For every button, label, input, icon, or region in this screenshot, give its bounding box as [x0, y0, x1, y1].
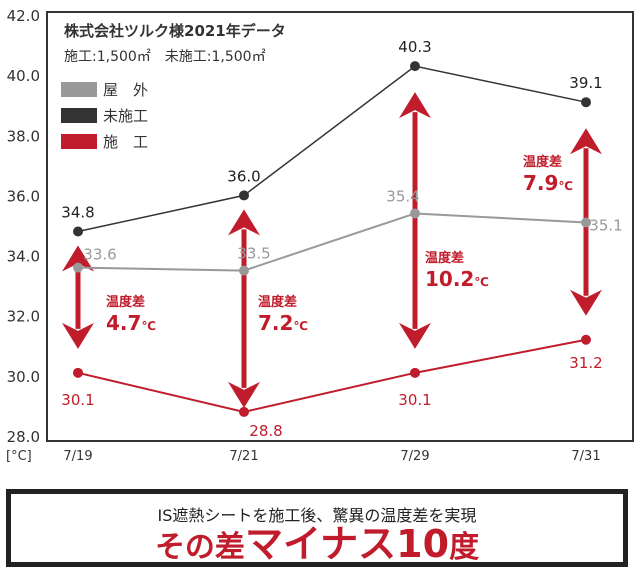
- series-line: [77, 212, 587, 272]
- data-point: [581, 334, 591, 345]
- x-tick-label: 7/29: [400, 449, 429, 464]
- arrow-down-icon: [228, 381, 260, 408]
- arrow-up-icon: [62, 245, 94, 272]
- x-tick-label: 7/21: [229, 449, 258, 464]
- data-label: 30.1: [61, 391, 94, 409]
- y-tick-label: 40.0: [7, 67, 40, 85]
- legend-label: 屋 外: [103, 81, 148, 99]
- data-label: 39.1: [569, 74, 602, 92]
- banner-headline-a: その差: [154, 530, 245, 565]
- legend-swatch: [61, 108, 97, 123]
- data-label: 30.1: [398, 391, 431, 409]
- data-label: 33.5: [237, 245, 270, 263]
- legend-label: 施 工: [103, 133, 148, 151]
- data-label: 40.3: [398, 38, 431, 56]
- y-tick-label: 28.0: [7, 428, 40, 446]
- banner-headline-c: 度: [449, 530, 480, 565]
- data-label: 34.8: [61, 204, 94, 222]
- arrow-up-icon: [228, 209, 260, 236]
- data-point: [73, 226, 83, 237]
- banner-headline-b: マイナス10: [244, 522, 450, 566]
- x-tick-label: 7/19: [63, 449, 92, 464]
- arrow-down-icon: [62, 322, 94, 349]
- data-label: 33.6: [83, 246, 116, 264]
- y-tick-label: 30.0: [7, 368, 40, 386]
- data-label: 28.8: [249, 422, 282, 440]
- chart-subtitle: 施工:1,500㎡ 未施工:1,500㎡: [64, 49, 266, 65]
- arrow-down-icon: [399, 322, 431, 349]
- difference-value: 7.9℃: [523, 171, 573, 195]
- legend-swatch: [61, 134, 97, 149]
- difference-label: 温度差: [425, 250, 464, 266]
- data-label: 36.0: [227, 167, 260, 185]
- summary-banner: IS遮熱シートを施工後、驚異の温度差を実現 その差マイナス10度: [6, 489, 628, 567]
- data-point: [239, 265, 249, 276]
- data-point: [73, 262, 83, 273]
- y-tick-label: 32.0: [7, 308, 40, 326]
- data-point: [239, 190, 249, 201]
- legend-swatch: [61, 82, 97, 97]
- data-point: [581, 217, 591, 228]
- arrow-down-icon: [570, 289, 602, 316]
- y-unit-label: [°C]: [6, 449, 32, 464]
- chart-title: 株式会社ツルク様2021年データ: [64, 22, 286, 40]
- y-tick-label: 38.0: [7, 127, 40, 145]
- data-label: 35.4: [386, 187, 419, 205]
- data-point: [239, 406, 249, 417]
- data-point: [581, 97, 591, 108]
- arrow-up-icon: [399, 92, 431, 119]
- banner-subtitle: IS遮熱シートを施工後、驚異の温度差を実現: [157, 506, 477, 525]
- arrow-up-icon: [570, 128, 602, 155]
- data-label: 31.2: [569, 354, 602, 372]
- difference-label: 温度差: [258, 294, 297, 310]
- data-point: [410, 367, 420, 378]
- data-point: [73, 367, 83, 378]
- data-point: [410, 208, 420, 219]
- difference-label: 温度差: [523, 154, 562, 170]
- plot-frame: [46, 11, 634, 442]
- difference-label: 温度差: [106, 294, 145, 310]
- data-point: [410, 61, 420, 72]
- series-line: [77, 338, 587, 413]
- y-tick-label: 36.0: [7, 187, 40, 205]
- y-tick-label: 34.0: [7, 248, 40, 266]
- legend-label: 未施工: [103, 107, 148, 125]
- temperature-chart: 42.0 40.0 38.0 36.0 34.0 32.0 30.0 28.0 7/19 7/2…: [6, 7, 634, 464]
- series-line: [77, 65, 587, 233]
- data-label: 35.1: [589, 216, 622, 234]
- y-tick-label: 42.0: [7, 7, 40, 25]
- banner-headline: その差マイナス10度: [11, 525, 623, 566]
- x-tick-label: 7/31: [571, 449, 600, 464]
